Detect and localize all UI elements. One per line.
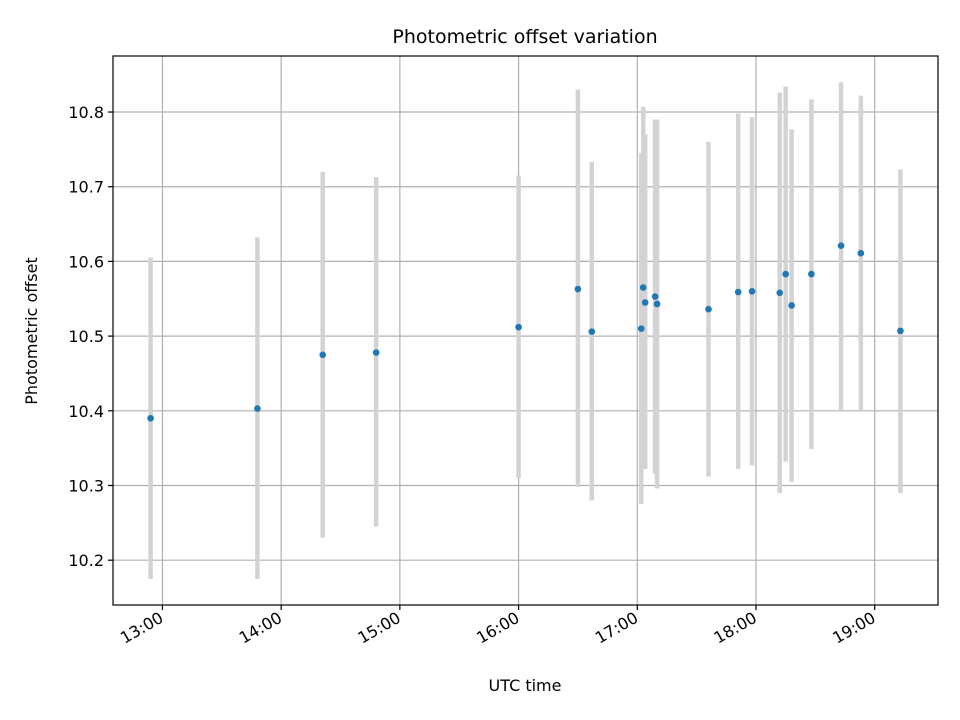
y-tick-label: 10.4 (68, 402, 104, 421)
x-axis-ticks: 13:00 14:00 15:00 16:00 17:00 18:00 19:00 (117, 605, 879, 648)
plot-frame (112, 55, 939, 606)
x-tick-label: 17:00 (592, 608, 641, 648)
x-axis-label: UTC time (489, 676, 562, 695)
x-tick-label: 19:00 (829, 608, 878, 648)
y-tick-label: 10.2 (68, 551, 104, 570)
data-point (515, 323, 522, 331)
data-point (734, 288, 742, 296)
chart-title: Photometric offset variation (392, 26, 657, 48)
grid (113, 56, 938, 605)
x-tick-label: 14:00 (236, 608, 285, 648)
data-point (788, 302, 795, 309)
y-tick-label: 10.8 (68, 103, 104, 122)
data-point (653, 300, 661, 308)
data-point (651, 293, 659, 300)
data-point (372, 349, 380, 356)
x-tick-label: 15:00 (354, 608, 403, 648)
y-tick-label: 10.6 (68, 252, 104, 271)
data-point (637, 325, 645, 332)
data-point (897, 327, 904, 335)
data-point (857, 249, 865, 257)
data-point (837, 242, 845, 250)
data-points (147, 242, 904, 422)
data-point (641, 299, 649, 306)
y-tick-label: 10.7 (68, 178, 104, 197)
x-tick-label: 18:00 (711, 608, 760, 648)
x-tick-label: 16:00 (473, 608, 522, 648)
data-point (574, 285, 582, 293)
data-point (748, 287, 756, 295)
data-point (319, 351, 327, 359)
data-point (588, 328, 596, 335)
error-bars (148, 82, 903, 579)
data-point (147, 414, 154, 422)
y-axis-label: Photometric offset (22, 257, 41, 405)
data-point (254, 405, 261, 412)
y-axis-ticks: 10.2 10.3 10.4 10.5 10.6 10.7 10.8 (68, 103, 113, 570)
y-tick-label: 10.5 (68, 327, 104, 346)
data-point (776, 289, 784, 297)
data-point (705, 305, 712, 313)
data-point (782, 270, 789, 278)
data-point (639, 284, 647, 291)
x-tick-label: 13:00 (117, 608, 166, 648)
y-tick-label: 10.3 (68, 476, 104, 495)
data-point (808, 270, 815, 278)
